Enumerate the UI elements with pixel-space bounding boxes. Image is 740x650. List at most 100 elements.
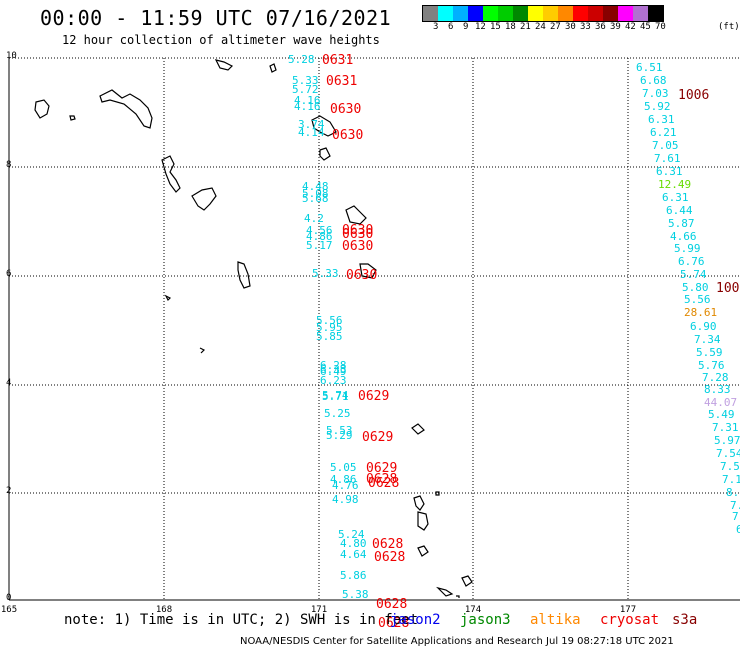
swh-label: 8.5 bbox=[726, 486, 740, 499]
swh-label: 5.95 bbox=[316, 321, 343, 334]
lat-lon-grid bbox=[9, 57, 740, 600]
color-swatch bbox=[468, 6, 483, 21]
lat-tick-label: 4 bbox=[6, 378, 11, 388]
legend-altika: altika bbox=[530, 612, 581, 628]
swh-label: 4.56 bbox=[306, 224, 333, 237]
swh-label: 6.31 bbox=[648, 113, 675, 126]
swh-label: 5.72 bbox=[292, 83, 319, 96]
swh-label: 4.16 bbox=[294, 100, 321, 113]
time-label: 0628 bbox=[366, 472, 397, 487]
swh-label: 5.49 bbox=[708, 408, 735, 421]
swh-label: 6.44 bbox=[666, 204, 693, 217]
map-title: 00:00 - 11:59 UTC 07/16/2021 bbox=[40, 6, 392, 30]
swh-label: 5.92 bbox=[644, 100, 671, 113]
swh-label: 5.33 bbox=[312, 267, 339, 280]
swh-label: 4.86 bbox=[306, 230, 333, 243]
swh-label: 6.31 bbox=[656, 165, 683, 178]
legend-jason3: jason3 bbox=[460, 612, 511, 628]
swh-label: 5.24 bbox=[338, 528, 365, 541]
lon-tick-label: 177 bbox=[620, 605, 636, 615]
swh-label: 5.74 bbox=[322, 389, 349, 402]
lat-tick-label: 0 bbox=[6, 593, 11, 603]
swh-label: 6.31 bbox=[662, 191, 689, 204]
legend-s3a: s3a bbox=[672, 612, 698, 628]
color-scale-bar bbox=[422, 5, 664, 22]
lon-tick-label: 165 bbox=[1, 605, 17, 615]
swh-label: 5.38 bbox=[342, 588, 369, 601]
swh-label: 44.07 bbox=[704, 396, 737, 409]
swh-label: 6.90 bbox=[690, 320, 717, 333]
swh-label: 7.1 bbox=[722, 473, 740, 486]
color-swatch bbox=[648, 6, 663, 21]
swh-label: 4.16 bbox=[294, 94, 321, 107]
swh-label: 7.54 bbox=[716, 447, 740, 460]
time-label: 0629 bbox=[366, 461, 397, 476]
swh-label: 6.21 bbox=[650, 126, 677, 139]
swh-label: 7.28 bbox=[702, 371, 729, 384]
legend-cryosat: cryosat bbox=[600, 612, 660, 628]
swh-label: 7.34 bbox=[694, 333, 721, 346]
swh-label: 4.76 bbox=[332, 479, 359, 492]
swh-label: 12.49 bbox=[658, 178, 691, 191]
swh-label: 5.05 bbox=[330, 461, 357, 474]
color-scale-tick: 45 bbox=[640, 22, 651, 32]
lon-tick-label: 174 bbox=[465, 605, 481, 615]
note-text: note: 1) Time is in UTC; 2) SWH is in fe… bbox=[64, 612, 419, 628]
color-swatch bbox=[603, 6, 618, 21]
swh-label: 5.80 bbox=[682, 281, 709, 294]
swh-label: 4.64 bbox=[340, 548, 367, 561]
time-label: 0631 bbox=[322, 53, 353, 68]
swh-label: 6.49 bbox=[320, 365, 347, 378]
swh-label: 5.53 bbox=[326, 424, 353, 437]
lon-tick-label: 171 bbox=[311, 605, 327, 615]
color-scale-tick: 18 bbox=[505, 22, 516, 32]
swh-label: 4.86 bbox=[330, 473, 357, 486]
color-swatch bbox=[543, 6, 558, 21]
time-label: 0629 bbox=[362, 430, 393, 445]
time-label: 0631 bbox=[326, 74, 357, 89]
swh-label: 5.71 bbox=[322, 390, 349, 403]
color-scale-tick: 39 bbox=[610, 22, 621, 32]
time-label: 0628 bbox=[378, 616, 409, 631]
color-scale-tick: 36 bbox=[595, 22, 606, 32]
swh-label: 7. bbox=[730, 499, 740, 512]
color-scale-tick: 27 bbox=[550, 22, 561, 32]
time-labels: 0631063106300630063006300630063006290629… bbox=[322, 53, 739, 631]
swh-label: 5.33 bbox=[292, 74, 319, 87]
swh-label: 7.61 bbox=[654, 152, 681, 165]
swh-label: 5.17 bbox=[306, 239, 333, 252]
swh-label: 6.51 bbox=[636, 61, 663, 74]
color-swatch bbox=[558, 6, 573, 21]
color-swatch bbox=[453, 6, 468, 21]
time-label: 0630 bbox=[346, 268, 377, 283]
time-label: 0630 bbox=[332, 128, 363, 143]
time-label: 1006 bbox=[678, 88, 709, 103]
swh-label: 28.61 bbox=[684, 306, 717, 319]
time-label: 0628 bbox=[374, 550, 405, 565]
swh-label: 4.66 bbox=[670, 230, 697, 243]
color-swatch bbox=[573, 6, 588, 21]
swh-value-labels: 5.285.335.724.164.163.744.144.485.085.68… bbox=[288, 53, 740, 601]
color-scale-tick: 33 bbox=[580, 22, 591, 32]
swh-label: 3.74 bbox=[298, 118, 325, 131]
color-scale-tick: 3 bbox=[433, 22, 439, 32]
swh-label: 6 bbox=[736, 523, 740, 536]
time-label: 0630 bbox=[342, 227, 373, 242]
color-swatch bbox=[528, 6, 543, 21]
legend-jason2: jason2 bbox=[390, 612, 441, 628]
lat-tick-label: 10 bbox=[6, 51, 17, 61]
swh-label: 5.08 bbox=[302, 187, 329, 200]
credit-line: NOAA/NESDIS Center for Satellite Applica… bbox=[240, 636, 674, 647]
swh-label: 5.28 bbox=[288, 53, 315, 66]
time-label: 0628 bbox=[368, 476, 399, 491]
swh-label: 5.59 bbox=[696, 346, 723, 359]
map-subtitle: 12 hour collection of altimeter wave hei… bbox=[62, 33, 380, 47]
color-scale-tick: 24 bbox=[535, 22, 546, 32]
lat-tick-label: 6 bbox=[6, 269, 11, 279]
swh-label: 5.68 bbox=[302, 192, 329, 205]
lon-tick-label: 168 bbox=[156, 605, 172, 615]
swh-label: 5.25 bbox=[324, 407, 351, 420]
swh-label: 6.76 bbox=[678, 255, 705, 268]
color-swatch bbox=[498, 6, 513, 21]
color-scale-tick: 15 bbox=[490, 22, 501, 32]
